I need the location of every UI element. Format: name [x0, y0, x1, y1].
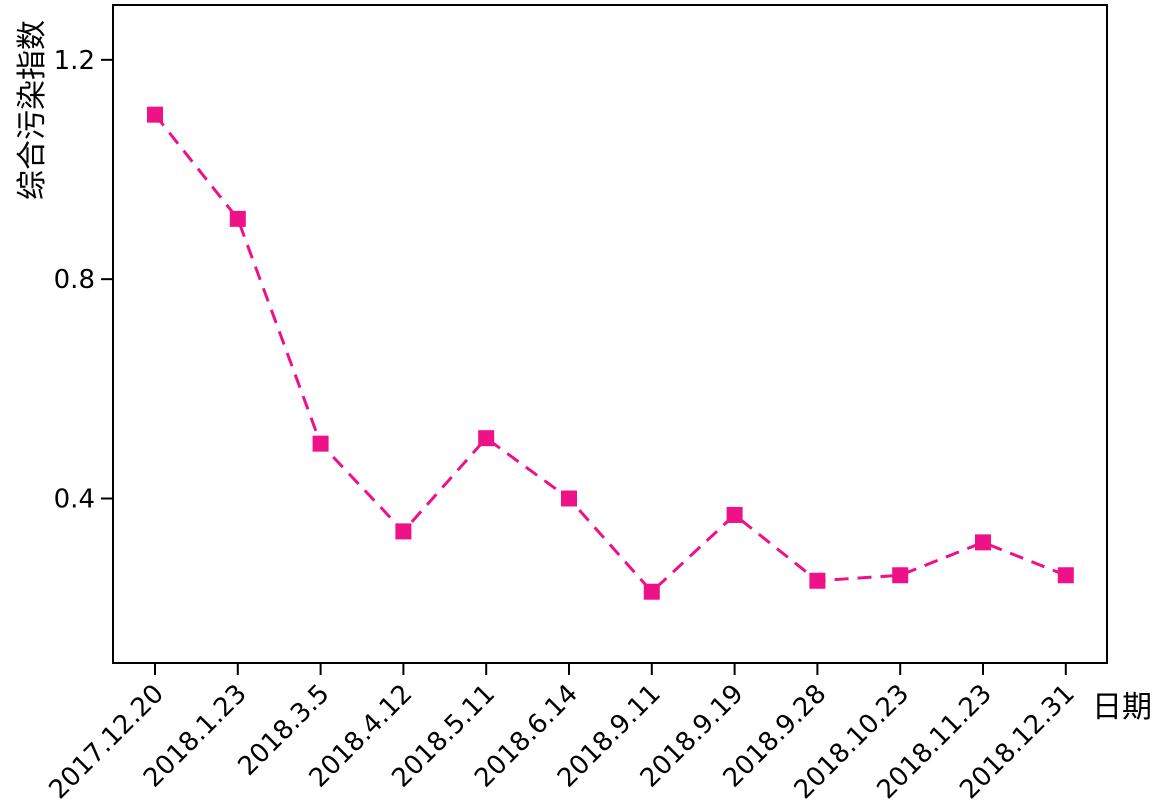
y-axis-title: 综合污染指数 [15, 20, 50, 200]
data-point-marker [726, 506, 743, 523]
data-point-marker [809, 572, 826, 589]
data-point-marker [561, 490, 577, 507]
x-axis-title: 日期 [1092, 690, 1152, 725]
data-point-marker [1057, 567, 1074, 584]
data-point-marker [229, 210, 246, 227]
y-tick-label: 1.2 [54, 46, 95, 76]
data-point-marker [643, 583, 660, 600]
data-point-marker [395, 523, 412, 540]
data-point-marker [312, 435, 329, 452]
y-tick-label: 0.8 [54, 265, 95, 295]
y-axis: 0.4 0.8 1.2 [54, 46, 113, 515]
series-group [147, 106, 1074, 600]
x-axis: 2017.12.202018.1.232018.3.52018.4.122018… [43, 663, 1081, 805]
data-point-marker [892, 567, 909, 584]
plot-frame [112, 4, 1108, 664]
series-line [153, 113, 1067, 594]
y-tick-label: 0.4 [54, 485, 95, 515]
data-point-marker [975, 534, 991, 551]
data-point-marker [147, 106, 163, 123]
data-point-marker [478, 430, 495, 447]
